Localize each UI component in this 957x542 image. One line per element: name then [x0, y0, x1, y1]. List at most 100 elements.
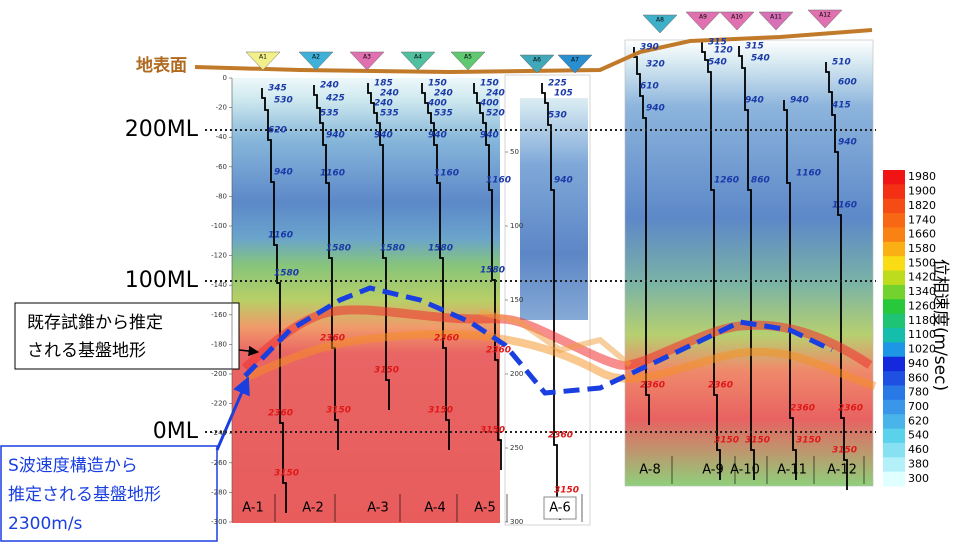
panel-label: A-6: [549, 501, 571, 516]
colorbar-tick-label: 940: [908, 357, 929, 370]
depth-tick-label: -100: [211, 222, 227, 230]
depth-tick-label: -220: [211, 400, 227, 408]
colorbar-tick-label: 1660: [908, 228, 936, 241]
station-label: A12: [819, 12, 831, 19]
panel-label: A-8: [639, 463, 661, 478]
panel-label: A-10: [730, 463, 760, 478]
annotation-text: 2300m/s: [8, 514, 83, 534]
velocity-label: 1580: [326, 244, 351, 254]
velocity-label: 620: [268, 126, 287, 136]
colorbar-tick-label: 1020: [908, 343, 936, 356]
colorbar-tick-label: 1500: [908, 256, 936, 269]
velocity-label: 540: [708, 58, 727, 68]
annotation-text: される基盤地形: [27, 341, 146, 361]
velocity-label: 3150: [274, 469, 299, 479]
colorbar-swatch: [883, 342, 905, 357]
velocity-label: 535: [320, 109, 339, 119]
colorbar-tick-label: 1820: [908, 199, 936, 212]
colorbar-swatch: [883, 328, 905, 343]
velocity-label: 240: [434, 89, 453, 99]
panel-label: A-4: [424, 501, 446, 516]
panel-label: A-12: [827, 463, 857, 478]
depth-tick-label: -180: [211, 340, 227, 348]
velocity-label: 2360: [708, 381, 733, 391]
station-label: A7: [571, 57, 579, 64]
velocity-label: 530: [274, 96, 293, 106]
colorbar-swatch: [883, 199, 905, 214]
velocity-label: 940: [480, 131, 499, 141]
velocity-label: 225: [548, 79, 567, 89]
depth-tick-label: 250: [510, 444, 523, 452]
section-a1-a5: [232, 78, 500, 523]
colorbar-tick-label: 620: [908, 414, 929, 427]
colorbar-tick-label: 1260: [908, 299, 936, 312]
depth-tick-label: -160: [211, 311, 227, 319]
depth-tick-label: -40: [216, 133, 227, 141]
velocity-label: 315: [745, 42, 764, 52]
velocity-label: 3150: [428, 406, 453, 416]
colorbar-swatch: [883, 400, 905, 415]
colorbar-swatch: [883, 385, 905, 400]
velocity-label: 2360: [268, 409, 293, 419]
depth-tick-label: -20: [216, 104, 227, 112]
velocity-label: 940: [428, 131, 447, 141]
colorbar-swatch: [883, 285, 905, 300]
colorbar-swatch: [883, 457, 905, 472]
velocity-label: 940: [326, 131, 345, 141]
station-label: A2: [312, 54, 320, 61]
velocity-label: 150: [428, 79, 447, 89]
station-label: A5: [464, 54, 472, 61]
velocity-label: 1160: [320, 169, 345, 179]
velocity-label: 345: [268, 84, 287, 94]
station-label: A1: [259, 54, 267, 61]
velocity-label: 940: [646, 104, 665, 114]
velocity-label: 3150: [480, 426, 505, 436]
velocity-label: 425: [325, 94, 345, 104]
velocity-label: 3150: [714, 436, 739, 446]
annotation-text: 既存試錐から推定: [27, 313, 163, 333]
velocity-label: 940: [374, 131, 393, 141]
depth-tick-label: -300: [211, 518, 227, 526]
depth-tick-label: 100: [510, 222, 523, 230]
velocity-label: 940: [838, 138, 857, 148]
depth-tick-label: -260: [211, 459, 227, 467]
velocity-label: 320: [646, 60, 665, 70]
velocity-label: 3150: [374, 366, 399, 376]
depth-tick-label: 300: [510, 518, 523, 526]
velocity-label: 415: [831, 101, 851, 111]
station-label: A11: [770, 14, 782, 21]
depth-tick-label: -60: [216, 163, 227, 171]
depth-tick-label: -200: [211, 370, 227, 378]
velocity-label: 610: [640, 82, 659, 92]
colorbar-swatch: [883, 443, 905, 458]
station-label: A6: [533, 57, 541, 64]
depth-tick-label: 0: [223, 74, 227, 82]
colorbar-tick-label: 780: [908, 386, 929, 399]
velocity-label: 3150: [326, 406, 351, 416]
depth-tick-label: 150: [510, 296, 523, 304]
colorbar-tick-label: 1180: [908, 314, 936, 327]
colorbar-tick-label: 1740: [908, 213, 936, 226]
colorbar-tick-label: 1980: [908, 170, 936, 183]
colorbar-tick-label: 540: [908, 429, 929, 442]
colorbar-swatch: [883, 414, 905, 429]
velocity-label: 2360: [838, 404, 863, 414]
velocity-label: 510: [832, 58, 851, 68]
colorbar-swatch: [883, 314, 905, 329]
station-label: A3: [363, 54, 371, 61]
panel-label: A-1: [242, 501, 264, 516]
velocity-label: 540: [751, 54, 770, 64]
panel-label: A-2: [302, 501, 324, 516]
panel-label: A-9: [702, 463, 724, 478]
station-label: A4: [414, 54, 422, 61]
velocity-label: 120: [714, 46, 733, 56]
velocity-label: 1160: [832, 201, 857, 211]
elevation-label: 0ML: [153, 419, 199, 444]
colorbar-swatch: [883, 170, 905, 185]
colorbar-swatch: [883, 256, 905, 271]
annotation-text: S波速度構造から: [8, 456, 138, 476]
depth-tick-label: -140: [211, 281, 227, 289]
colorbar-tick-label: 300: [908, 472, 929, 485]
velocity-label: 1260: [714, 176, 739, 186]
velocity-label: 2360: [790, 404, 815, 414]
